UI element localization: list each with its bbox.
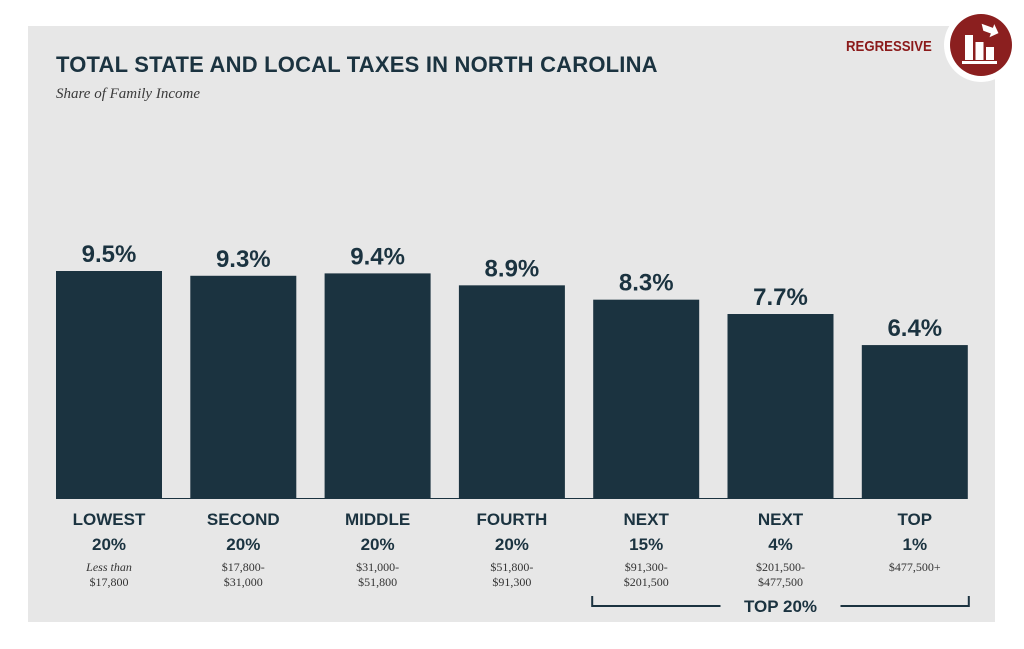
bar xyxy=(190,275,297,498)
category-label: 20% xyxy=(495,535,529,554)
category-label: NEXT xyxy=(624,510,670,529)
income-range-label: $51,800- xyxy=(490,560,533,574)
category-label: 20% xyxy=(361,535,395,554)
category-label: TOP xyxy=(897,510,932,529)
category-label: 4% xyxy=(768,535,793,554)
regressive-bar-chart-icon xyxy=(950,14,1012,76)
income-range-label: Less than xyxy=(85,560,132,574)
data-label: 8.3% xyxy=(619,270,674,297)
data-label: 6.4% xyxy=(887,315,942,342)
category-label: FOURTH xyxy=(476,510,547,529)
bar xyxy=(324,273,431,498)
income-range-label: $477,500+ xyxy=(889,560,941,574)
top-20-bracket-left xyxy=(591,596,721,607)
top-20-bracket-right xyxy=(840,596,970,607)
chart-title: TOTAL STATE AND LOCAL TAXES IN NORTH CAR… xyxy=(56,52,658,77)
category-label: SECOND xyxy=(207,510,280,529)
chart-subtitle: Share of Family Income xyxy=(56,86,200,102)
data-label: 9.3% xyxy=(216,246,271,273)
data-label: 7.7% xyxy=(753,284,808,311)
income-range-label: $91,300- xyxy=(625,560,668,574)
category-label: 1% xyxy=(903,535,928,554)
data-label: 9.5% xyxy=(82,241,137,268)
income-range-label: $91,300 xyxy=(492,575,531,589)
income-range-label: $31,000- xyxy=(356,560,399,574)
regressive-badge xyxy=(944,8,1018,82)
category-label: 20% xyxy=(92,535,126,554)
income-range-label: $17,800- xyxy=(222,560,265,574)
bar xyxy=(458,285,565,498)
bar xyxy=(861,345,968,498)
category-label: LOWEST xyxy=(73,510,146,529)
income-range-label: $201,500- xyxy=(756,560,805,574)
category-label: 20% xyxy=(226,535,260,554)
category-label: 15% xyxy=(629,535,663,554)
category-label: MIDDLE xyxy=(345,510,410,529)
category-label: NEXT xyxy=(758,510,804,529)
regressive-label: REGRESSIVE xyxy=(846,38,932,55)
top-20-bracket-label: TOP 20% xyxy=(744,597,817,616)
income-range-label: $477,500 xyxy=(758,575,803,589)
data-label: 9.4% xyxy=(350,243,405,270)
data-label: 8.9% xyxy=(485,255,540,282)
bar xyxy=(56,271,162,498)
income-range-label: $201,500 xyxy=(624,575,669,589)
bar xyxy=(727,314,834,498)
income-range-label: $31,000 xyxy=(224,575,263,589)
income-range-label: $51,800 xyxy=(358,575,397,589)
bar xyxy=(593,299,700,498)
income-range-label: $17,800 xyxy=(90,575,129,589)
